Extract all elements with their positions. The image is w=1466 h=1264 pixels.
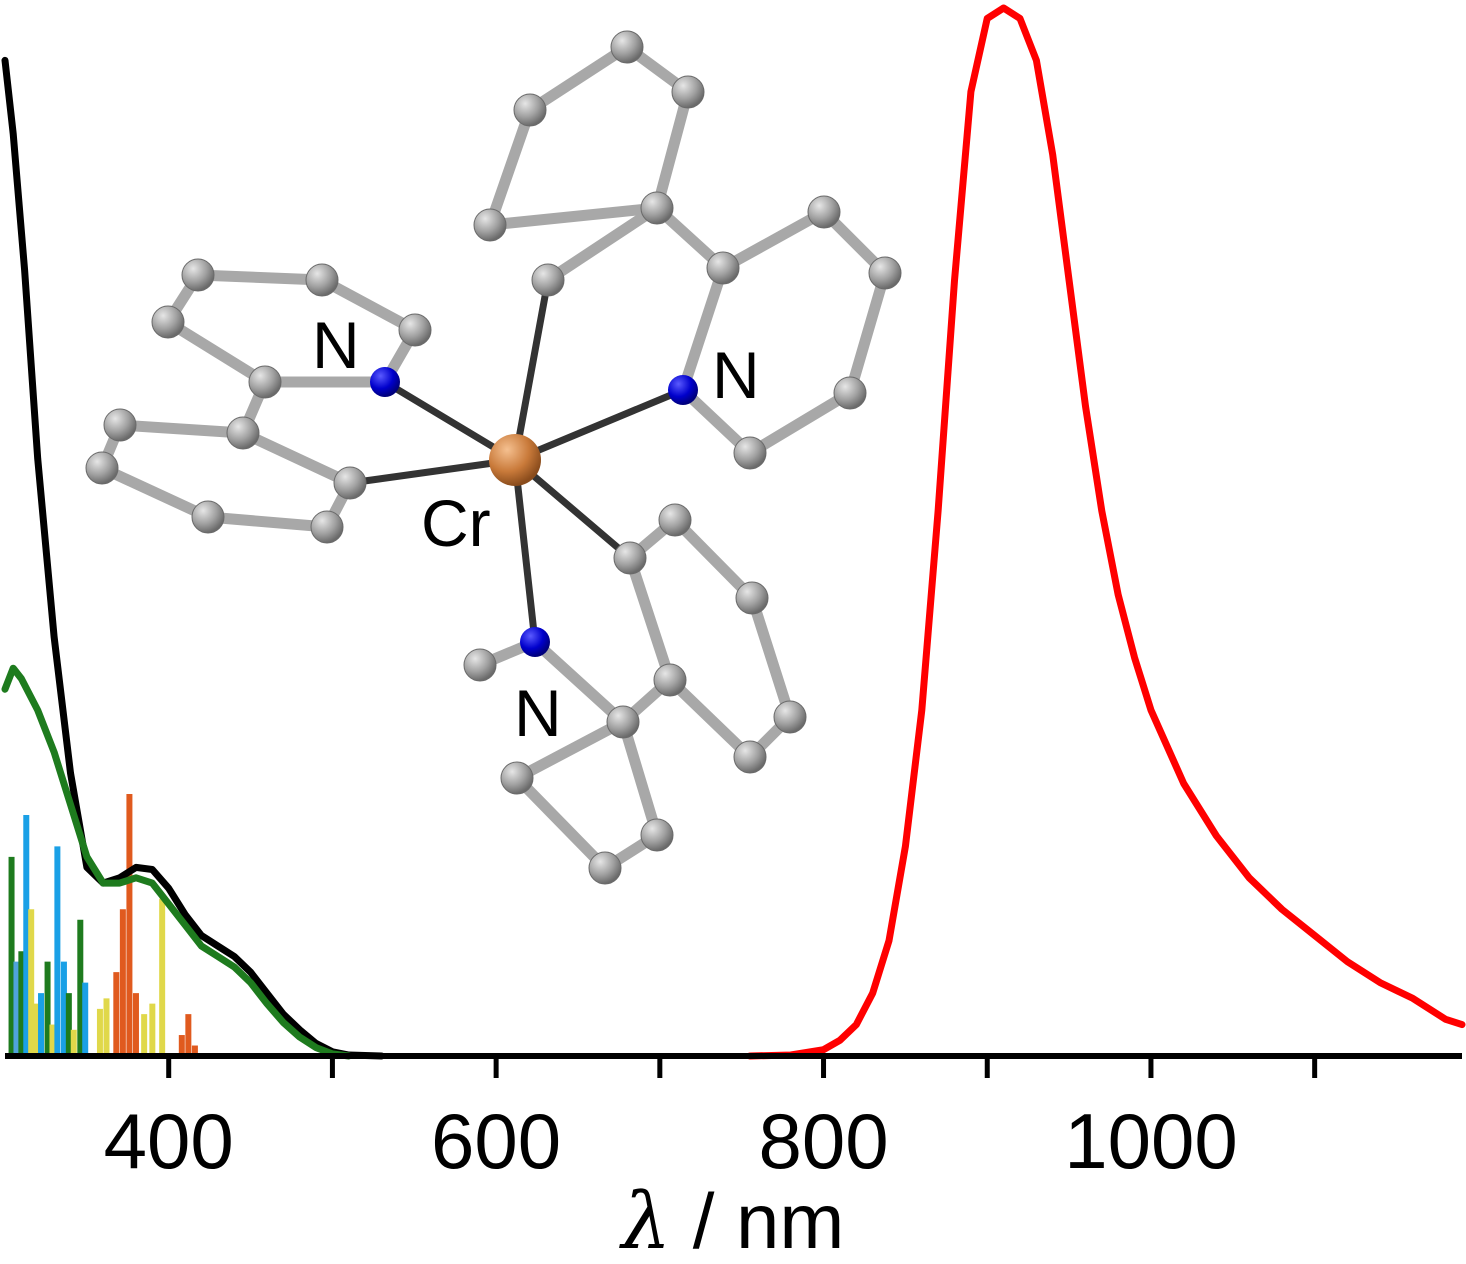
ligand-bond-27 (624, 552, 676, 686)
carbon-atom-26 (733, 740, 767, 774)
nitrogen-atom-2 (520, 627, 550, 657)
carbon-atom-15 (151, 305, 185, 339)
ligand-bond-18 (96, 462, 214, 523)
x-tick-label-800: 800 (758, 1097, 888, 1185)
carbon-atom-31 (588, 851, 622, 885)
nitrogen-atom-0 (370, 367, 400, 397)
carbon-atom-1 (671, 75, 705, 109)
carbon-atom-16 (226, 416, 260, 450)
x-axis-ticks (166, 1056, 1318, 1078)
carbon-atom-22 (613, 541, 647, 575)
x-axis-title: λ / nm (619, 1177, 845, 1264)
cn-bond-2 (677, 262, 729, 396)
ligand-bond-32 (617, 716, 663, 841)
ligand-bond-9 (844, 267, 891, 399)
carbon-atom-0 (610, 30, 644, 64)
carbon-atom-28 (463, 648, 497, 682)
carbon-atom-20 (310, 510, 344, 544)
ligand-bond-12 (316, 274, 421, 336)
metal-bond-3 (511, 276, 552, 464)
carbon-atom-23 (658, 503, 692, 537)
chromium-atom (489, 434, 541, 486)
ligand-bond-21 (237, 427, 356, 489)
carbon-atom-14 (248, 365, 282, 399)
atom-label-n-bottom: N (514, 676, 562, 750)
ligand-bond-10 (744, 387, 856, 459)
series-line-2 (746, 4, 1466, 1060)
atom-label-n-left: N (312, 308, 360, 382)
carbon-atom-12 (305, 263, 339, 297)
carbon-atom-11 (181, 258, 215, 292)
atom-label-n-right: N (712, 338, 760, 412)
carbon-atom-7 (807, 195, 841, 229)
ligand-bond-26 (664, 674, 756, 763)
carbon-atom-27 (653, 663, 687, 697)
carbon-atom-6 (706, 251, 740, 285)
ligand-bond-4 (524, 41, 633, 116)
ligand-bond-29 (511, 716, 629, 784)
spectra-series (1, 4, 1466, 1060)
ligand-bond-1 (651, 86, 694, 214)
ligand-bond-3 (484, 104, 536, 231)
carbon-atom-3 (473, 208, 507, 242)
ligand-bond-2 (484, 202, 663, 231)
metal-bond-4 (346, 456, 519, 487)
ligand-bond-7 (717, 206, 830, 274)
carbon-atom-18 (85, 451, 119, 485)
carbon-atom-29 (606, 705, 640, 739)
ligand-bond-23 (669, 514, 758, 604)
ligand-bond-5 (542, 202, 663, 286)
carbon-atom-10 (733, 436, 767, 470)
carbon-atom-17 (103, 408, 137, 442)
ligand-bond-30 (511, 772, 611, 874)
metal-bond-2 (511, 456, 539, 646)
transition-sticks (8, 794, 198, 1056)
carbon-atom-5 (531, 263, 565, 297)
metal-bond-1 (511, 386, 687, 464)
atom-label-cr: Cr (421, 486, 491, 560)
ligand-bond-16 (114, 419, 249, 439)
carbon-atom-4 (513, 93, 547, 127)
carbon-atom-13 (398, 313, 432, 347)
nitrogen-atom-1 (668, 375, 698, 405)
ligand-bond-11 (192, 269, 328, 286)
x-axis-title-unit: / nm (671, 1177, 844, 1264)
carbon-atom-25 (773, 700, 807, 734)
x-tick-label-600: 600 (431, 1097, 561, 1185)
ligand-bond-13 (162, 316, 271, 388)
ligand-bond-19 (202, 511, 333, 533)
series-line-0 (1, 56, 385, 1060)
series-line-1 (1, 664, 353, 1060)
ligand-bond-24 (746, 592, 796, 723)
x-tick-label-1000: 1000 (1064, 1097, 1238, 1185)
carbon-atom-32 (640, 818, 674, 852)
carbon-atom-21 (333, 466, 367, 500)
molecular-structure (85, 30, 902, 885)
x-axis-title-symbol: λ (619, 1177, 671, 1264)
x-tick-label-400: 400 (104, 1097, 234, 1185)
carbon-atom-8 (868, 256, 902, 290)
carbon-atom-24 (735, 581, 769, 615)
carbon-atom-30 (500, 761, 534, 795)
x-axis-tick-labels: 400 600 800 1000 (104, 1097, 1238, 1185)
carbon-atom-2 (640, 191, 674, 225)
carbon-atom-19 (191, 500, 225, 534)
cn-bond-5 (529, 636, 629, 728)
carbon-atom-9 (833, 376, 867, 410)
